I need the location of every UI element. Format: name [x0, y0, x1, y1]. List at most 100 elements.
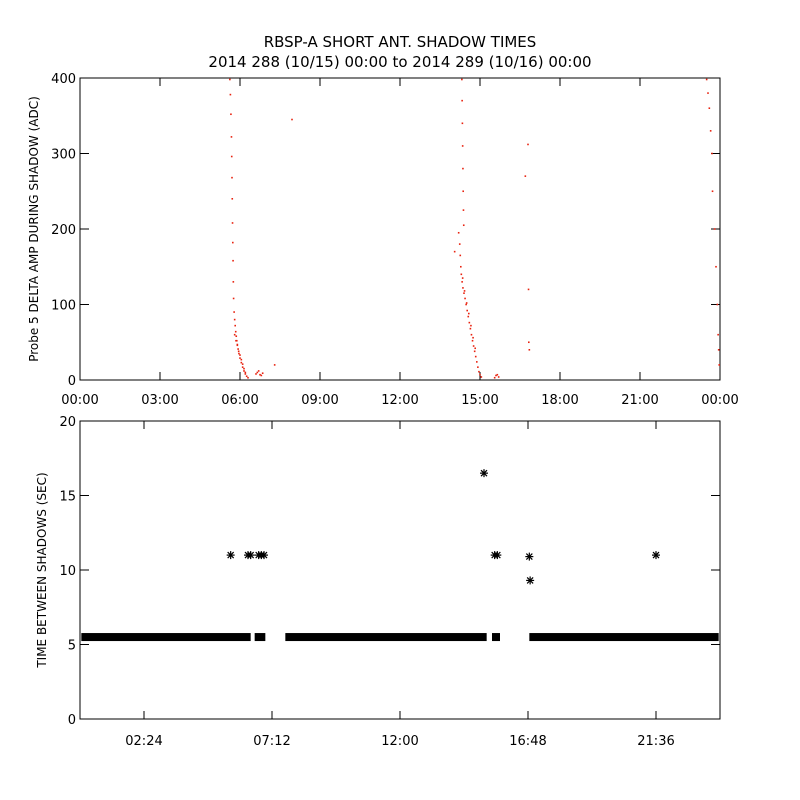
data-point: [711, 152, 713, 155]
data-point: [233, 333, 236, 336]
y-tick-label: 10: [59, 564, 76, 579]
x-tick-label: 15:00: [461, 393, 498, 408]
x-tick-label: 00:00: [701, 393, 738, 408]
data-point: [472, 336, 474, 339]
y-tick-label: 300: [51, 148, 76, 163]
baseline-points: [254, 633, 266, 642]
data-points: [229, 78, 720, 379]
data-point: [244, 371, 247, 374]
baseline-points: [81, 633, 251, 642]
data-point: [709, 130, 712, 132]
data-point: [711, 190, 714, 193]
data-point: [457, 231, 460, 234]
data-point: [465, 303, 467, 306]
data-point: [247, 376, 249, 379]
data-point: [230, 155, 233, 158]
x-tick-label: 02:24: [125, 734, 162, 749]
data-point: [717, 333, 719, 336]
data-point: [241, 363, 244, 365]
y-tick-label: 100: [51, 299, 76, 314]
data-point: [238, 352, 240, 355]
data-point: [480, 376, 483, 378]
x-tick-label: 21:36: [637, 734, 674, 749]
data-point: [460, 265, 462, 268]
data-point: [461, 281, 463, 283]
data-point: [261, 372, 264, 375]
plot-frame: [79, 77, 721, 381]
data-point: [470, 333, 473, 336]
data-point: [465, 302, 468, 304]
data-point: [291, 118, 293, 121]
data-point: [462, 224, 465, 227]
data-point: [229, 78, 231, 81]
data-point: [237, 350, 240, 353]
data-point: [462, 190, 464, 193]
data-point: [239, 354, 241, 356]
top-panel: 0 100 200 300 400 00:00 03:00 06:00 09:00 12:00 15…: [27, 72, 739, 408]
data-point: [462, 287, 464, 289]
data-point: [461, 78, 463, 81]
data-point: [226, 551, 235, 560]
x-tick-label: 16:48: [509, 734, 546, 749]
data-point: [473, 350, 476, 353]
data-point: [233, 318, 236, 321]
data-point: [459, 254, 462, 257]
data-point: [232, 241, 234, 244]
y-axis-label: TIME BETWEEN SHADOWS (SEC): [35, 472, 49, 668]
data-point: [497, 376, 500, 378]
chart-title-line2: 2014 288 (10/15) 00:00 to 2014 289 (10/1…: [208, 53, 591, 71]
data-point: [453, 250, 456, 253]
data-point: [463, 292, 465, 294]
data-point: [236, 344, 239, 347]
baseline-points: [285, 633, 487, 642]
x-tick-label: 03:00: [141, 393, 178, 408]
x-tick-label: 12:00: [381, 393, 418, 408]
x-tick-label: 21:00: [621, 393, 658, 408]
data-point: [235, 335, 238, 338]
data-point: [477, 366, 479, 368]
data-point: [461, 145, 464, 147]
data-point: [231, 176, 233, 179]
data-point: [493, 376, 496, 379]
data-point: [527, 288, 530, 291]
baseline-points: [529, 633, 719, 642]
y-tick-label: 5: [68, 639, 76, 654]
data-point: [463, 290, 466, 292]
x-tick-label: 06:00: [221, 393, 258, 408]
data-point: [469, 327, 472, 330]
x-tick-label: 09:00: [301, 393, 338, 408]
data-point: [652, 551, 660, 560]
data-point: [524, 175, 527, 177]
data-point: [233, 311, 235, 313]
data-point: [713, 228, 716, 230]
data-point: [479, 373, 481, 376]
data-point: [246, 551, 255, 560]
data-point: [528, 341, 530, 344]
data-point: [474, 355, 477, 358]
y-tick-label: 15: [59, 490, 76, 505]
data-point: [528, 349, 531, 351]
data-point: [468, 321, 471, 324]
x-tick-label: 00:00: [61, 393, 98, 408]
data-point: [480, 469, 488, 478]
data-point: [255, 373, 257, 375]
data-point: [260, 551, 268, 560]
data-point: [472, 345, 475, 347]
data-point: [715, 265, 717, 268]
x-tick-label: 12:00: [381, 734, 418, 749]
data-point: [232, 297, 235, 300]
chart-title-line1: RBSP-A SHORT ANT. SHADOW TIMES: [264, 33, 537, 51]
data-point: [256, 371, 259, 374]
data-point: [461, 122, 464, 125]
data-point: [240, 358, 243, 361]
data-point: [245, 375, 248, 378]
data-point: [460, 273, 463, 276]
data-point: [462, 209, 465, 211]
data-point: [470, 324, 472, 327]
data-point: [230, 136, 233, 138]
data-point: [718, 364, 720, 366]
x-tick-label: 07:12: [253, 734, 290, 749]
data-point: [240, 361, 243, 364]
data-point: [234, 330, 237, 333]
data-point: [273, 364, 276, 366]
